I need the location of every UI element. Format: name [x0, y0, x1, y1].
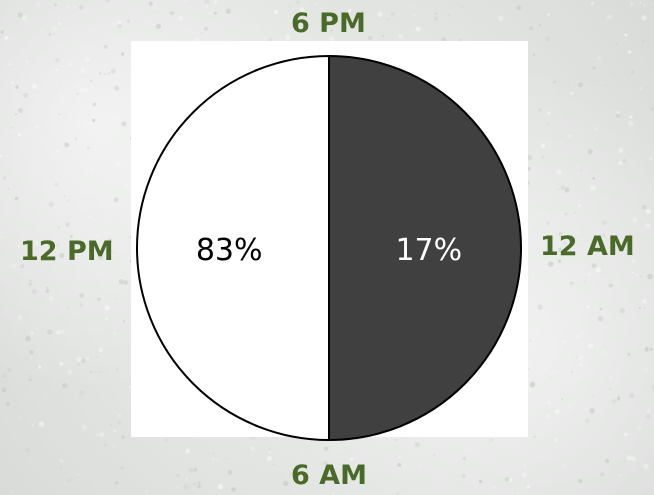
clock-label-bottom: 6 AM	[291, 460, 367, 491]
clock-label-right: 12 AM	[540, 231, 635, 262]
slices-layer	[136, 54, 522, 442]
pie-slice-1	[328, 54, 522, 442]
slice-label-1: 17%	[395, 233, 462, 268]
pie-slice-0	[136, 54, 330, 442]
clock-label-top: 6 PM	[291, 8, 366, 39]
clock-label-left: 12 PM	[20, 236, 114, 267]
slice-labels-layer: 83% 17%	[196, 233, 462, 268]
slice-label-0: 83%	[196, 233, 263, 268]
